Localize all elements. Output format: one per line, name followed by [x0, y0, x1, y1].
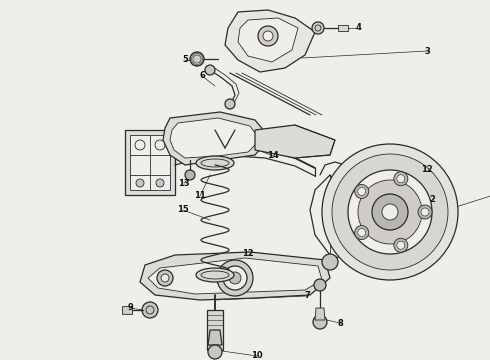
Text: 2: 2 — [429, 195, 435, 204]
Circle shape — [397, 175, 405, 183]
Circle shape — [185, 170, 195, 180]
Circle shape — [205, 65, 215, 75]
Text: 12: 12 — [242, 249, 254, 258]
Circle shape — [190, 52, 204, 66]
Polygon shape — [140, 252, 330, 300]
Circle shape — [223, 266, 247, 290]
Circle shape — [394, 172, 408, 186]
Circle shape — [142, 302, 158, 318]
Text: 8: 8 — [337, 319, 343, 328]
Circle shape — [358, 229, 366, 237]
Circle shape — [397, 241, 405, 249]
Text: 11: 11 — [194, 192, 206, 201]
Circle shape — [421, 208, 429, 216]
Ellipse shape — [196, 156, 234, 170]
Circle shape — [314, 279, 326, 291]
Text: 12: 12 — [421, 166, 433, 175]
Circle shape — [348, 170, 432, 254]
Circle shape — [229, 272, 241, 284]
Circle shape — [313, 315, 327, 329]
Circle shape — [358, 188, 366, 195]
Text: 5: 5 — [182, 55, 188, 64]
Circle shape — [312, 22, 324, 34]
Polygon shape — [207, 310, 223, 350]
Circle shape — [258, 26, 278, 46]
Circle shape — [161, 274, 169, 282]
Polygon shape — [225, 10, 315, 72]
Text: 7: 7 — [304, 292, 310, 301]
Circle shape — [322, 144, 458, 280]
Text: 9: 9 — [127, 303, 133, 312]
Ellipse shape — [196, 268, 234, 282]
Circle shape — [322, 254, 338, 270]
Circle shape — [355, 226, 368, 239]
Text: 15: 15 — [177, 206, 189, 215]
Polygon shape — [315, 308, 325, 320]
Polygon shape — [170, 118, 260, 158]
Polygon shape — [338, 25, 348, 31]
Text: 6: 6 — [199, 72, 205, 81]
Circle shape — [136, 179, 144, 187]
Circle shape — [208, 345, 222, 359]
Circle shape — [394, 238, 408, 252]
Polygon shape — [125, 130, 175, 195]
Polygon shape — [238, 18, 298, 62]
Circle shape — [156, 179, 164, 187]
Circle shape — [358, 180, 422, 244]
Circle shape — [372, 194, 408, 230]
Text: 10: 10 — [251, 351, 263, 360]
Text: 4: 4 — [355, 23, 361, 32]
Circle shape — [263, 31, 273, 41]
Text: 14: 14 — [267, 152, 279, 161]
Circle shape — [355, 184, 368, 198]
Circle shape — [157, 270, 173, 286]
Text: 13: 13 — [178, 179, 190, 188]
Polygon shape — [122, 306, 132, 314]
Polygon shape — [208, 330, 222, 345]
Circle shape — [332, 154, 448, 270]
Circle shape — [217, 260, 253, 296]
Text: 3: 3 — [424, 46, 430, 55]
Polygon shape — [163, 112, 270, 165]
Polygon shape — [148, 258, 322, 294]
Polygon shape — [255, 125, 335, 158]
Circle shape — [418, 205, 432, 219]
Polygon shape — [130, 135, 170, 190]
Circle shape — [225, 99, 235, 109]
Circle shape — [382, 204, 398, 220]
